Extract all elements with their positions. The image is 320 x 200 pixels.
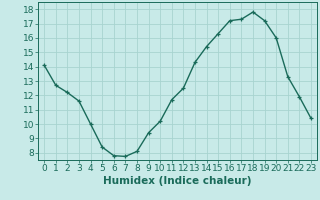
X-axis label: Humidex (Indice chaleur): Humidex (Indice chaleur): [103, 176, 252, 186]
